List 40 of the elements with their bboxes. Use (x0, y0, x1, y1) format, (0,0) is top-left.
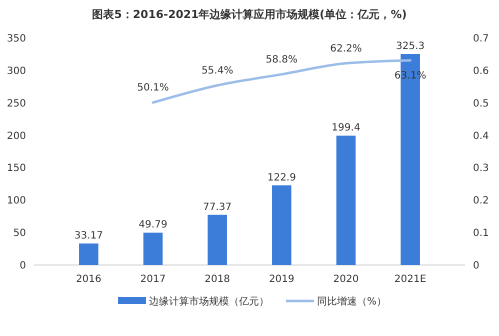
data-label: 58.8% (266, 54, 298, 66)
x-tick-label: 2017 (140, 274, 166, 285)
chart-title: 图表5：2016-2021年边缘计算应用市场规模(单位：亿元，%) (92, 8, 407, 21)
y2-tick-label: 0.1 (473, 228, 489, 240)
y-tick-label: 100 (6, 196, 26, 207)
y2-tick-label: 0.7 (473, 34, 489, 44)
data-label: 325.3 (396, 41, 425, 52)
bar (79, 243, 98, 265)
bar (143, 232, 163, 265)
y2-tick-label: 0.6 (473, 66, 489, 77)
data-label: 50.1% (137, 82, 169, 94)
x-tick-label: 2021E (394, 274, 426, 285)
data-label: 33.17 (74, 230, 103, 242)
y-tick-label: 250 (6, 98, 26, 110)
data-label: 49.79 (138, 220, 168, 231)
y-tick-label: 200 (6, 130, 26, 142)
data-label: 77.37 (203, 202, 232, 213)
x-tick-label: 2019 (268, 274, 294, 285)
y-tick-label: 0 (20, 260, 26, 272)
y2-tick-label: 0.5 (473, 98, 489, 110)
y-tick-label: 50 (13, 228, 26, 240)
bar (272, 185, 292, 265)
bar (336, 136, 356, 265)
y2-tick-label: 0.3 (473, 163, 489, 174)
y-tick-label: 300 (6, 66, 26, 77)
legend-label: 同比增速（%） (317, 296, 387, 308)
x-tick-label: 2020 (333, 274, 359, 285)
y-tick-label: 350 (6, 34, 26, 44)
y2-tick-label: 0.2 (473, 196, 489, 207)
data-label: 55.4% (201, 65, 234, 76)
bar (208, 214, 227, 265)
x-tick-label: 2018 (204, 274, 230, 285)
data-label: 199.4 (332, 122, 360, 134)
x-tick-label: 2016 (76, 274, 102, 285)
legend-label: 边缘计算市场规模（亿元） (149, 296, 269, 308)
y-tick-label: 150 (6, 163, 26, 174)
y2-tick-label: 0 (473, 260, 480, 272)
data-label: 62.2% (330, 43, 362, 54)
data-label: 122.9 (267, 172, 296, 184)
y2-tick-label: 0.4 (473, 130, 489, 142)
